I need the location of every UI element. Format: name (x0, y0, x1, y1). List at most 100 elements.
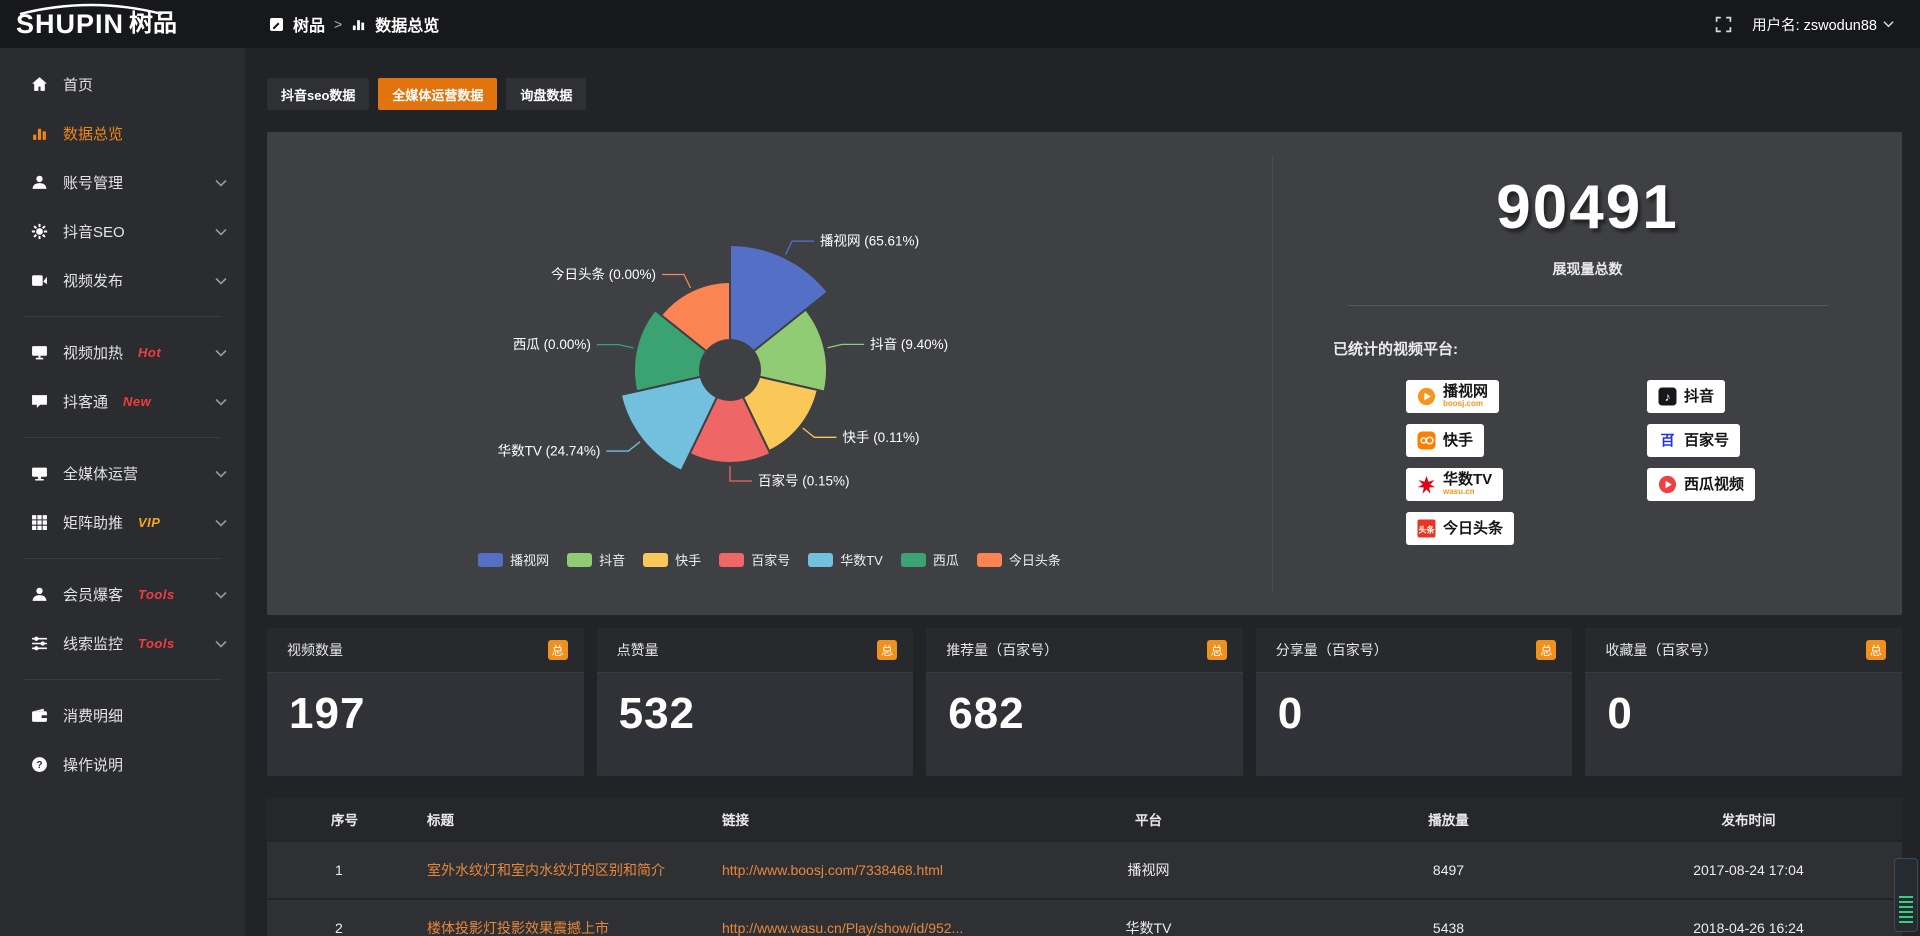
platform-badge-text: 西瓜视频 (1684, 475, 1745, 493)
user-menu[interactable]: 用户名: zswodun88 (1752, 14, 1894, 35)
legend-item-wasu[interactable]: 华数TV (808, 550, 883, 569)
tab-inquiry-data[interactable]: 询盘数据 (506, 78, 587, 110)
xigua-logo-icon (1658, 475, 1677, 494)
legend-item-douyin[interactable]: 抖音 (567, 550, 625, 569)
chevron-down-icon (215, 228, 227, 236)
total-badge: 总 (1206, 640, 1227, 660)
platform-badge-douyin[interactable]: ♪ 抖音 (1647, 380, 1726, 413)
tab-media-operation-data[interactable]: 全媒体运营数据 (378, 78, 498, 110)
platform-name: 西瓜视频 (1684, 475, 1745, 493)
legend-item-xigua[interactable]: 西瓜 (900, 550, 959, 569)
breadcrumb-root[interactable]: 树品 (293, 18, 326, 35)
legend-item-boosj[interactable]: 播视网 (478, 550, 549, 569)
total-badge: 总 (877, 640, 898, 660)
sidebar-item-member-baoke[interactable]: 会员爆客 Tools (0, 570, 245, 619)
stat-card-value: 0 (1607, 689, 1633, 738)
pie-slice-boosj[interactable] (729, 243, 830, 353)
sidebar-divider (24, 679, 221, 680)
column-header: 播放量 (1302, 798, 1595, 841)
video-url-link[interactable]: http://www.wasu.cn/Play/show/id/952... (712, 898, 995, 936)
total-impressions-value: 90491 (1496, 173, 1679, 242)
chevron-down-icon (215, 349, 227, 357)
pie-label: 华数TV (24.74%) (498, 444, 601, 459)
chart-legend: 播视网 抖音 快手 百家号 华数TV 西瓜 今日头条 (267, 550, 1272, 569)
video-title-link[interactable]: 楼体投影灯投影效果震撼上市 (417, 898, 712, 936)
svg-text:?: ? (36, 760, 42, 771)
pie-slice-douyin[interactable] (752, 308, 828, 393)
sidebar-item-expense-detail[interactable]: 消费明细 (0, 691, 245, 740)
legend-swatch (643, 552, 669, 567)
widget-stripes-icon (1899, 896, 1913, 926)
sidebar-item-label: 消费明细 (63, 708, 124, 725)
sidebar-item-label: 账号管理 (63, 175, 124, 192)
pie-label: 今日头条 (0.00%) (551, 266, 656, 282)
fullscreen-icon[interactable] (1715, 16, 1732, 33)
chevron-down-icon (215, 277, 227, 285)
legend-swatch (567, 552, 593, 567)
platform-badge-baijiahao[interactable]: 百百家号 (1647, 424, 1741, 457)
stat-card-4: 收藏量（百家号） 总 0 (1585, 628, 1902, 776)
tab-douyin-seo-data[interactable]: 抖音seo数据 (267, 78, 370, 110)
sidebar-item-badge: Tools (138, 636, 175, 651)
pie-label-line (729, 466, 752, 482)
douyin-logo-icon: ♪ (1658, 387, 1677, 406)
pie-slice-toutiao[interactable] (659, 280, 731, 353)
sidebar-item-douketong[interactable]: 抖客通 New (0, 377, 245, 426)
sidebar-item-label: 线索监控 (63, 636, 124, 653)
platform-badge-toutiao[interactable]: 头条 今日头条 (1406, 512, 1515, 545)
svg-text:♪: ♪ (1665, 390, 1671, 404)
panel-divider (1272, 156, 1273, 591)
platform-badge-text: 百家号 (1684, 432, 1729, 449)
sidebar-item-home[interactable]: 首页 (0, 60, 245, 109)
platforms-title: 已统计的视频平台: (1333, 341, 1458, 358)
chart-panel: 播视网 (65.61%) 抖音 (9.40%) 快手 (0.11%) 百家号 (0.1… (267, 132, 1902, 615)
sidebar-item-help-guide[interactable]: ? 操作说明 (0, 740, 245, 789)
platform-badge-text: 抖音 (1684, 388, 1714, 405)
platform-name: 今日头条 (1443, 519, 1504, 537)
stat-card-2: 推荐量（百家号） 总 682 (926, 628, 1243, 776)
legend-label: 播视网 (510, 553, 550, 568)
column-header: 标题 (417, 798, 712, 841)
pie-slice-wasu[interactable] (619, 375, 719, 473)
stat-card-label: 视频数量 (287, 642, 343, 658)
logo-arc-icon (19, 3, 163, 15)
sidebar-item-matrix-boost[interactable]: 矩阵助推 VIP (0, 498, 245, 547)
member-icon (30, 586, 48, 604)
stat-card-value: 532 (618, 689, 696, 738)
legend-item-kuaishou[interactable]: 快手 (643, 550, 701, 569)
platform-badge-kuaishou[interactable]: 快手 (1406, 424, 1485, 457)
stat-card-1: 点赞量 总 532 (596, 628, 914, 776)
sidebar-item-douyin-seo[interactable]: 抖音SEO (0, 207, 245, 256)
sidebar-item-media-operation[interactable]: 全媒体运营 (0, 449, 245, 498)
heat-icon (30, 344, 48, 362)
floating-widget[interactable] (1894, 858, 1918, 932)
stat-card-0: 视频数量 总 197 (267, 628, 584, 776)
platform-badge-boosj[interactable]: 播视网 boosj.com (1406, 380, 1500, 413)
legend-item-toutiao[interactable]: 今日头条 (976, 550, 1061, 569)
sidebar-item-label: 抖音SEO (63, 224, 125, 241)
platform-badge-xigua[interactable]: 西瓜视频 (1647, 468, 1756, 501)
sidebar-item-label: 全媒体运营 (63, 466, 139, 483)
platform-badge-text: 华数TV wasu.cn (1443, 472, 1492, 497)
sidebar-item-video-publish[interactable]: 视频发布 (0, 256, 245, 305)
legend-item-baijiahao[interactable]: 百家号 (719, 550, 790, 569)
video-title-link[interactable]: 室外水纹灯和室内水纹灯的区别和简介 (417, 840, 712, 899)
sidebar-item-clue-monitor[interactable]: 线索监控 Tools (0, 619, 245, 668)
platform-badge-wasu[interactable]: 华数TV wasu.cn (1406, 468, 1504, 501)
sidebar-item-account-manage[interactable]: 账号管理 (0, 158, 245, 207)
chevron-down-icon (1883, 21, 1894, 28)
video-url-link[interactable]: http://www.boosj.com/7338468.html (712, 840, 995, 899)
sidebar-item-data-overview[interactable]: 数据总览 (0, 109, 245, 158)
total-impressions-label: 展现量总数 (1552, 261, 1623, 277)
pie-slice-xigua[interactable] (633, 308, 708, 393)
platform-subtext: wasu.cn (1443, 486, 1475, 496)
table-row: 2 楼体投影灯投影效果震撼上市 http://www.wasu.cn/Play/sh… (267, 898, 1902, 936)
sidebar-item-video-heat[interactable]: 视频加热 Hot (0, 328, 245, 377)
app-logo: SHUPIN 树品 (0, 0, 245, 48)
pie-slice-kuaishou[interactable] (741, 375, 819, 453)
sidebar-item-label: 矩阵助推 (63, 515, 124, 532)
pie-label-line (802, 427, 837, 438)
sidebar-item-badge: Tools (138, 587, 175, 602)
column-header: 序号 (321, 798, 417, 841)
chevron-down-icon (215, 398, 227, 406)
